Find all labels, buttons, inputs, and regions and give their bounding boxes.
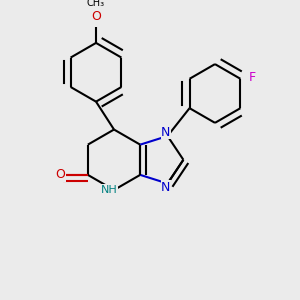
- Text: N: N: [161, 181, 171, 194]
- Text: CH₃: CH₃: [87, 0, 105, 8]
- Text: F: F: [248, 71, 255, 84]
- Text: O: O: [91, 10, 101, 23]
- Text: O: O: [55, 168, 65, 182]
- Text: NH: NH: [101, 185, 118, 195]
- Text: N: N: [161, 126, 171, 139]
